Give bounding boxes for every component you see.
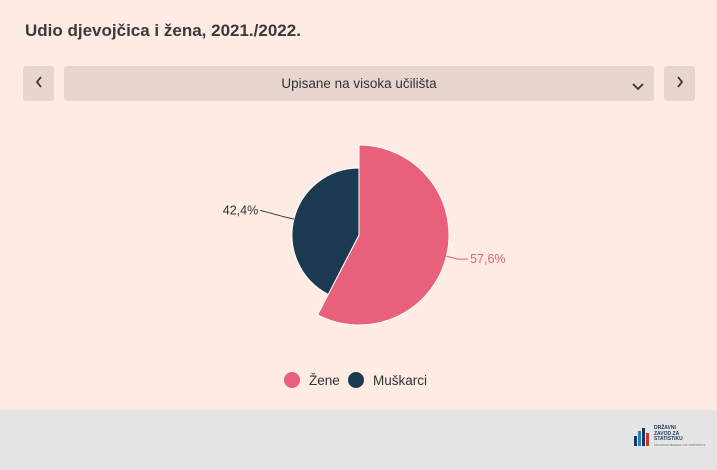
legend-label-zene: Žene xyxy=(309,372,340,388)
legend-marker-muskarci xyxy=(348,372,364,388)
next-button[interactable] xyxy=(664,66,695,101)
logo-line-3: STATISTIKU xyxy=(654,436,683,442)
pie-label-line-zene xyxy=(446,255,469,260)
logo-line-2: ZAVOD ZA xyxy=(654,430,680,437)
indicator-select-value: Upisane na visoka učilišta xyxy=(281,76,437,91)
pie-label-zene: 57,6% xyxy=(470,252,505,266)
pie-label-muskarci: 42,4% xyxy=(223,203,258,217)
pie-chart: 57,6% 42,4% xyxy=(223,144,506,326)
dzs-logo-bars-icon xyxy=(634,428,649,446)
pie-slice-muskarci[interactable] xyxy=(291,167,360,296)
indicator-select[interactable]: Upisane na visoka učilišta xyxy=(64,66,654,101)
chevron-left-icon xyxy=(34,75,44,93)
chevron-right-icon xyxy=(675,75,685,93)
page-title: Udio djevojčica i žena, 2021./2022. xyxy=(25,21,301,40)
dzs-logo[interactable]: DRŽAVNI ZAVOD ZA STATISTIKU CROATIAN BUR… xyxy=(634,425,706,447)
dzs-logo-text: DRŽAVNI ZAVOD ZA STATISTIKU CROATIAN BUR… xyxy=(654,425,706,447)
logo-subtitle: CROATIAN BUREAU OF STATISTICS xyxy=(654,442,706,447)
footer: DRŽAVNI ZAVOD ZA STATISTIKU CROATIAN BUR… xyxy=(0,410,717,470)
previous-button[interactable] xyxy=(23,66,54,101)
legend-item-muskarci[interactable]: Muškarci xyxy=(348,370,427,390)
logo-line-1: DRŽAVNI xyxy=(654,425,676,431)
legend-item-zene[interactable]: Žene xyxy=(284,370,340,390)
chevron-down-icon xyxy=(632,78,644,96)
pie-label-line-muskarci xyxy=(260,209,295,220)
legend-marker-zene xyxy=(284,372,300,388)
legend-label-muskarci: Muškarci xyxy=(373,372,428,388)
